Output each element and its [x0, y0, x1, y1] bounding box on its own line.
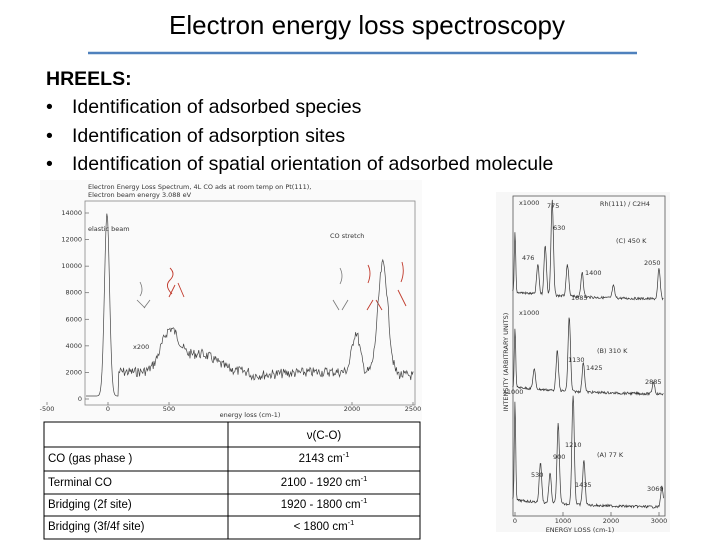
- y-tick-label: 6000: [65, 315, 82, 323]
- x-axis-label: ENERGY LOSS (cm-1): [546, 526, 615, 534]
- x-tick-label: -500: [40, 405, 55, 413]
- cell-superscript: -1: [343, 450, 350, 459]
- annotation: elastic beam: [88, 225, 130, 233]
- peak-label: 1435: [575, 481, 592, 489]
- x-tick-label: 1000: [555, 517, 572, 525]
- x-tick-label: 3000: [651, 517, 668, 525]
- bullet: Identification of adsorbed species: [72, 96, 362, 118]
- scale-label: x1000: [519, 199, 539, 207]
- y-tick-label: 12000: [61, 236, 82, 244]
- peak-label: 1425: [586, 364, 603, 372]
- panel-label: (A) 77 K: [597, 451, 624, 459]
- x-tick-label: 0: [106, 405, 110, 413]
- table-cell: Bridging (2f site): [48, 499, 132, 511]
- scan-title: Rh(111) / C2H4: [600, 200, 650, 208]
- scan-background: [40, 180, 422, 420]
- bullet-dot: •: [46, 125, 53, 147]
- y-tick-label: 2000: [65, 368, 82, 376]
- y-tick-label: 0: [78, 395, 82, 403]
- slide-title: Electron energy loss spectroscopy: [169, 10, 565, 40]
- peak-label: 630: [553, 224, 565, 232]
- cell-superscript: -1: [361, 496, 368, 505]
- panel-label: (B) 310 K: [597, 347, 628, 355]
- annotation: x200: [133, 343, 149, 351]
- left-spectrum: Electron Energy Loss Spectrum, 4L CO ads…: [40, 180, 422, 420]
- peak-label: 3060: [647, 485, 664, 493]
- peak-label: 530: [531, 471, 543, 479]
- bullet-dot: •: [46, 96, 53, 118]
- plot-frame: [512, 195, 666, 517]
- x-tick-label: 0: [513, 517, 517, 525]
- cell-text: < 1800 cm: [294, 521, 348, 533]
- spectrum-trace: [86, 213, 414, 397]
- plot-frame: [84, 200, 416, 406]
- cell-text: 2143 cm: [299, 453, 343, 465]
- table-cell: 2100 - 1920 cm-1: [281, 474, 368, 489]
- table-cell: CO (gas phase ): [48, 453, 133, 465]
- y-tick-label: 14000: [61, 209, 82, 217]
- peak-label: 476: [522, 254, 534, 262]
- x-tick-label: 2000: [344, 405, 361, 413]
- structure-sketch: [136, 267, 349, 311]
- peak-label: 1210: [565, 441, 582, 449]
- bullet-dot: •: [46, 153, 53, 175]
- peak-label: 1400: [585, 269, 602, 277]
- x-axis-label: energy loss (cm-1): [220, 411, 281, 419]
- cell-text: 2100 - 1920 cm: [281, 477, 361, 489]
- bullet: Identification of adsorption sites: [72, 125, 345, 147]
- bullet: Identification of spatial orientation of…: [72, 153, 553, 175]
- spectrum-trace: [512, 199, 664, 301]
- peak-label: 775: [547, 202, 559, 210]
- table: ν(C-O): [43, 421, 421, 540]
- cell-superscript: -1: [361, 474, 368, 483]
- bullet-list: • Identification of adsorbed species • I…: [46, 96, 553, 175]
- peak-label: 2050: [644, 259, 661, 267]
- y-tick-label: 4000: [65, 342, 82, 350]
- peak-label: 2885: [645, 378, 662, 386]
- x-tick-label: 2000: [603, 517, 620, 525]
- right-spectrum: Rh(111) / C2H4 (C) 450 K (B) 310 K (A) 7…: [496, 192, 670, 534]
- heading: HREELS:: [46, 68, 132, 90]
- spectrum-trace: [512, 395, 664, 509]
- table-cell: Bridging (3f/4f site): [48, 521, 145, 533]
- annotation: CO stretch: [330, 232, 364, 240]
- peak-label: 1130: [568, 356, 585, 364]
- table-cell: 2143 cm-1: [299, 450, 350, 465]
- y-tick-label: 10000: [61, 262, 82, 270]
- scale-label: x1000: [519, 309, 539, 317]
- handwritten-notes: [167, 261, 407, 311]
- panel-label: (C) 450 K: [616, 237, 647, 245]
- table-header: ν(C-O): [307, 430, 342, 442]
- scan-title: Electron Energy Loss Spectrum, 4L CO ads…: [88, 183, 311, 191]
- x-tick-label: 500: [163, 405, 175, 413]
- peak-label: 900: [553, 453, 565, 461]
- y-tick-label: 8000: [65, 289, 82, 297]
- scan-title: Electron beam energy 3.088 eV: [88, 191, 192, 199]
- table-cell: 1920 - 1800 cm-1: [281, 496, 368, 511]
- cell-text: 1920 - 1800 cm: [281, 499, 361, 511]
- cell-superscript: -1: [348, 518, 355, 527]
- y-axis-label: INTENSITY (ARBITRARY UNITS): [502, 313, 510, 412]
- table-cell: < 1800 cm-1: [294, 518, 355, 533]
- peak-label: 1085: [571, 294, 588, 302]
- x-tick-label: 2500: [405, 405, 422, 413]
- table-border: [43, 421, 421, 540]
- spectrum-trace: [512, 317, 664, 397]
- table-cell: Terminal CO: [48, 477, 112, 489]
